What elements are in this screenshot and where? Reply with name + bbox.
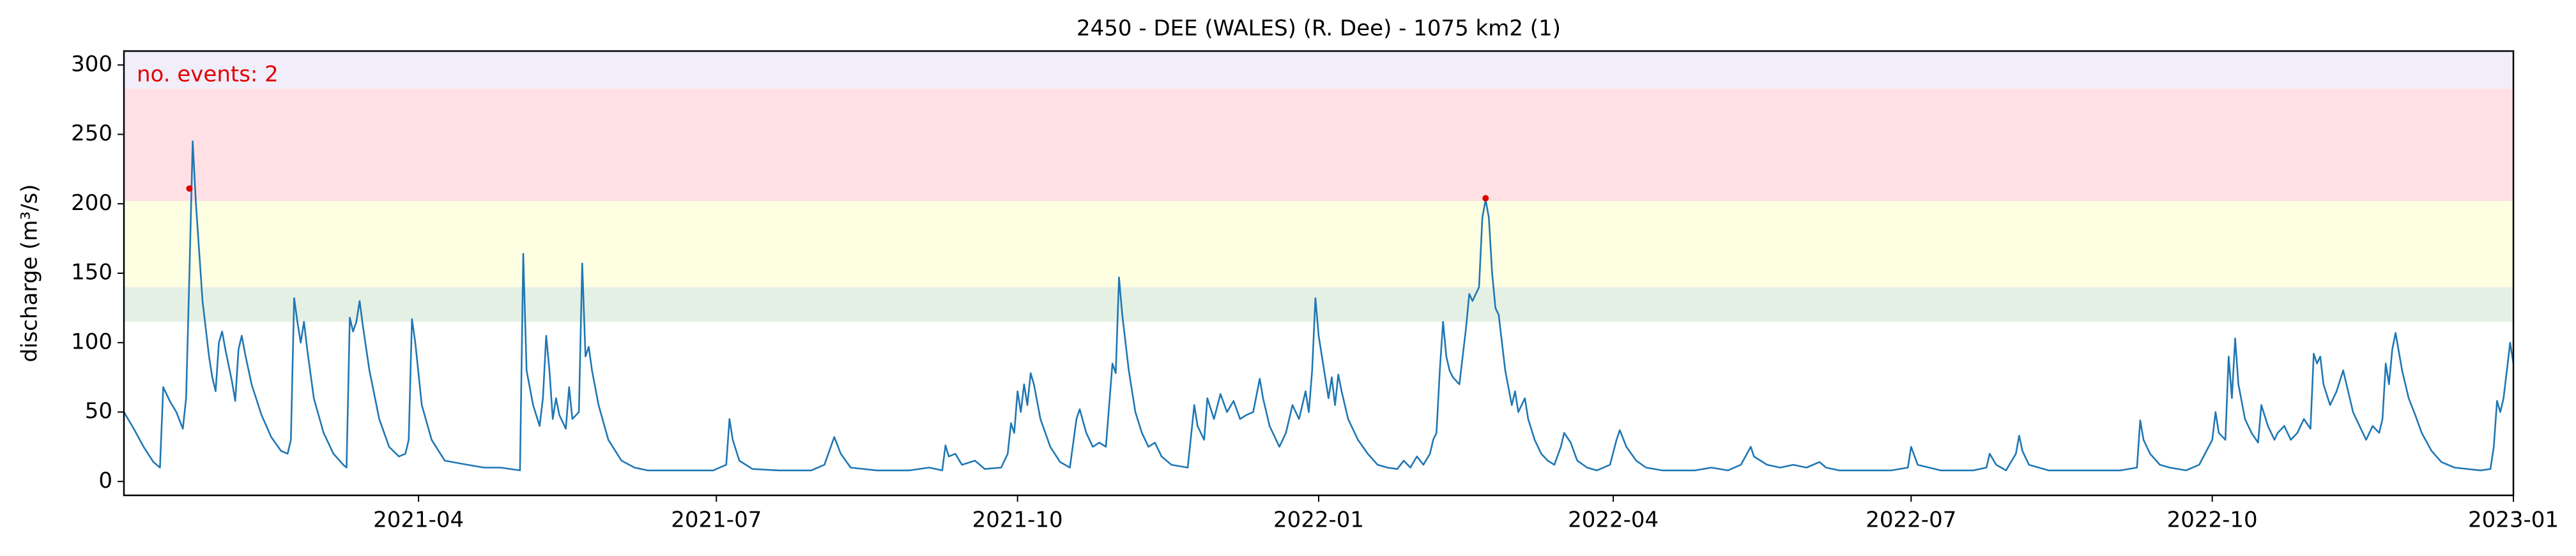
x-tick-label: 2022-04 (1568, 507, 1659, 533)
threshold-band (124, 88, 2513, 201)
threshold-band (124, 200, 2513, 287)
discharge-line (123, 140, 2515, 472)
x-tick-label: 2022-10 (2167, 507, 2258, 533)
plot-frame (123, 50, 2515, 497)
y-tick-label: 250 (71, 121, 112, 146)
y-tick-label: 0 (98, 468, 112, 493)
x-tick-label: 2021-10 (972, 507, 1063, 533)
threshold-band (124, 51, 2513, 89)
x-tick-label: 2022-07 (1866, 507, 1956, 533)
x-tick-label: 2021-07 (671, 507, 762, 533)
y-tick-label: 300 (71, 51, 112, 77)
y-tick-label: 150 (71, 260, 112, 285)
x-tick-label: 2021-04 (373, 507, 464, 533)
event-marker (186, 185, 193, 192)
y-tick-label: 200 (71, 190, 112, 216)
chart-title: 2450 - DEE (WALES) (R. Dee) - 1075 km2 (… (1077, 16, 1561, 41)
x-tick-label: 2023-01 (2468, 507, 2559, 533)
x-tick-label: 2022-01 (1273, 507, 1364, 533)
event-count: no. events: 2 (137, 62, 279, 87)
y-axis-label: discharge (m³/s) (17, 184, 43, 363)
threshold-band (124, 287, 2513, 322)
event-marker (1482, 195, 1489, 202)
y-tick-label: 50 (85, 398, 112, 424)
y-tick-label: 100 (71, 329, 112, 354)
